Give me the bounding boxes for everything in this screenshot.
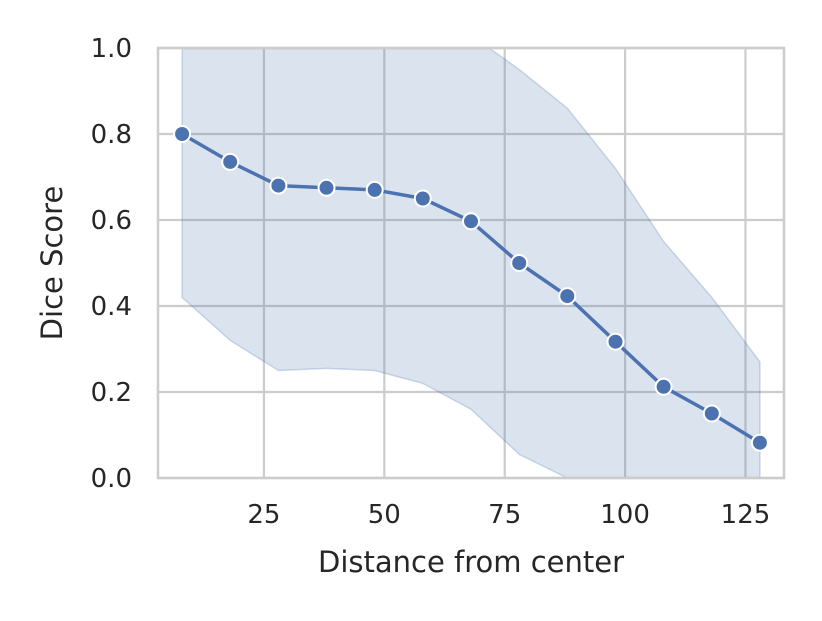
y-tick-label: 1.0	[91, 34, 132, 64]
x-tick-label: 125	[721, 500, 771, 530]
y-axis-label: Dice Score	[35, 186, 69, 341]
tick-labels: 25 50 75 100 125 0.0 0.2 0.4 0.6 0.8 1.0	[91, 34, 771, 530]
plot-frame	[156, 46, 786, 480]
confidence-band-layer	[181, 48, 761, 478]
x-tick-label: 75	[488, 500, 521, 530]
data-point	[558, 287, 577, 306]
data-point	[510, 254, 529, 272]
y-tick-label: 0.0	[91, 464, 132, 494]
x-tick-label: 100	[600, 500, 650, 530]
data-point	[269, 176, 288, 195]
data-point	[413, 189, 432, 208]
data-point	[462, 212, 480, 231]
x-tick-label: 50	[368, 500, 401, 530]
y-tick-label: 0.8	[91, 120, 132, 150]
data-point	[221, 152, 240, 171]
data-point	[606, 332, 625, 351]
x-tick-label: 25	[247, 500, 280, 530]
data-point	[750, 433, 769, 452]
data-point	[317, 178, 336, 197]
data-point	[654, 377, 673, 396]
x-axis-label: Distance from center	[318, 545, 624, 579]
confidence-band	[181, 48, 761, 478]
data-point	[702, 404, 721, 423]
marker-layer	[173, 125, 769, 452]
y-tick-label: 0.6	[91, 206, 132, 236]
y-tick-label: 0.2	[91, 378, 132, 408]
y-tick-label: 0.4	[91, 292, 132, 322]
data-point	[365, 180, 384, 199]
data-point	[173, 125, 192, 143]
